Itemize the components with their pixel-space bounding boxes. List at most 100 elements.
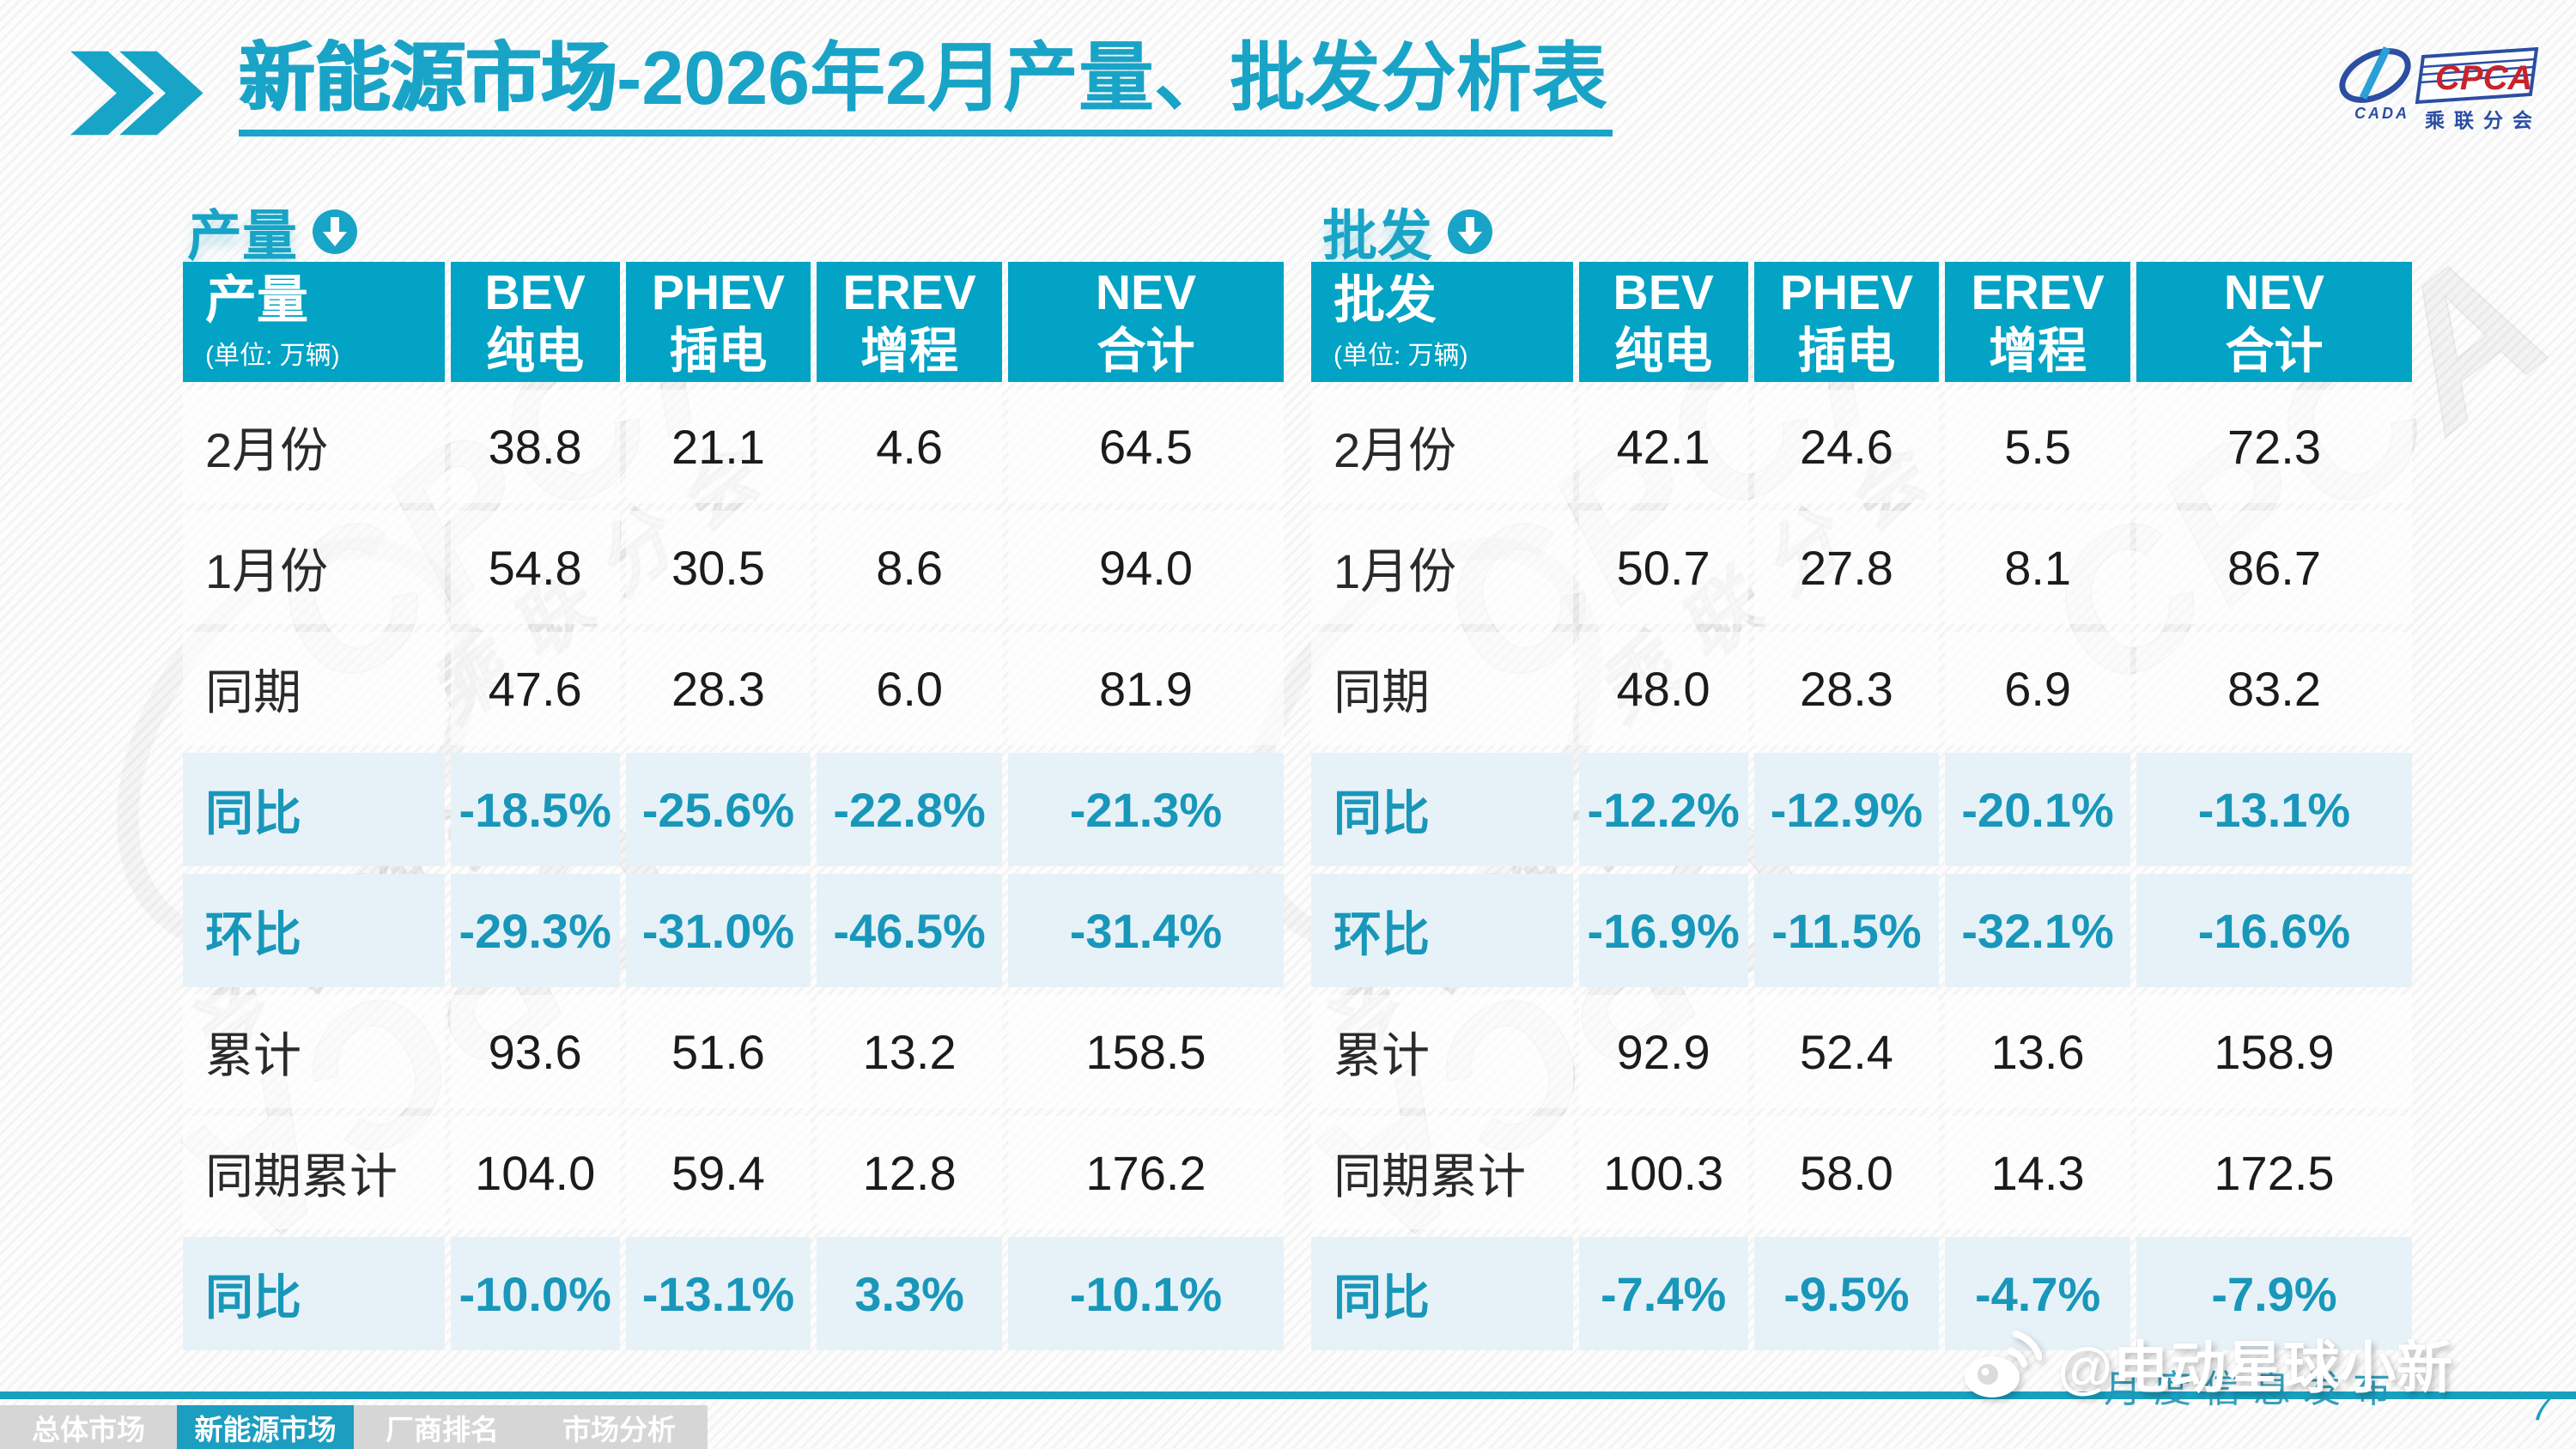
data-cell: -12.9% <box>1753 753 1940 866</box>
column-header-cell: NEV 合计 <box>2136 262 2412 382</box>
data-cell: -10.1% <box>1007 1237 1284 1350</box>
slide-title-block: 新能源市场-2026年2月产量、批发分析表 <box>70 34 1613 148</box>
data-cell: 3.3% <box>817 1237 1002 1350</box>
row-label-cell: 同期累计 <box>1311 1116 1573 1229</box>
production-section-header: 产量 <box>187 192 359 271</box>
data-cell: -29.3% <box>450 874 620 987</box>
data-cell: -46.5% <box>817 874 1002 987</box>
table-corner-cell: 批发 (单位: 万辆) <box>1311 262 1573 382</box>
weibo-watermark: @电动星球小新 <box>1959 1322 2452 1404</box>
down-arrow-icon <box>313 209 357 254</box>
row-label-cell: 累计 <box>1311 995 1573 1108</box>
data-cell: 27.8 <box>1753 511 1940 624</box>
data-cell: -4.7% <box>1945 1237 2130 1350</box>
data-cell: -13.1% <box>625 1237 811 1350</box>
table-row: 同比 -10.0% -13.1% 3.3% -10.1% <box>183 1237 1284 1350</box>
data-cell: 28.3 <box>625 632 811 745</box>
cpca-logo-text: CPCA <box>2435 59 2532 97</box>
table-row: 环比 -29.3% -31.0% -46.5% -31.4% <box>183 874 1284 987</box>
row-label-cell: 同比 <box>1311 753 1573 866</box>
tab-oem-ranking[interactable]: 厂商排名 <box>354 1405 531 1449</box>
data-cell: 81.9 <box>1007 632 1284 745</box>
column-header-cell: BEV 纯电 <box>450 262 620 382</box>
table-unit: (单位: 万辆) <box>1334 341 1468 370</box>
wholesale-section-header: 批发 <box>1322 192 1494 271</box>
data-cell: 4.6 <box>817 390 1002 503</box>
data-cell: 100.3 <box>1578 1116 1748 1229</box>
tab-market-analysis[interactable]: 市场分析 <box>531 1405 708 1449</box>
table-title: 批发 <box>1334 270 1437 329</box>
table-row: 2月份 42.1 24.6 5.5 72.3 <box>1311 390 2412 503</box>
data-cell: 59.4 <box>625 1116 811 1229</box>
data-cell: -21.3% <box>1007 753 1284 866</box>
cada-text: CADA <box>2354 105 2409 122</box>
table-header-row: 批发 (单位: 万辆) BEV 纯电 PHEV 插电 EREV 增程 NEV 合计 <box>1311 262 2412 382</box>
data-cell: 42.1 <box>1578 390 1748 503</box>
data-cell: 158.5 <box>1007 995 1284 1108</box>
cpca-logo: CADA CPCA 乘联分会 <box>2337 38 2543 134</box>
data-cell: 104.0 <box>450 1116 620 1229</box>
table-title: 产量 <box>205 270 308 329</box>
data-cell: 12.8 <box>817 1116 1002 1229</box>
column-header-cell: PHEV 插电 <box>625 262 811 382</box>
wholesale-section-label: 批发 <box>1322 205 1432 267</box>
data-cell: 172.5 <box>2136 1116 2412 1229</box>
data-cell: -25.6% <box>625 753 811 866</box>
weibo-icon <box>1965 1331 2042 1397</box>
data-cell: 6.9 <box>1945 632 2130 745</box>
page-title: 新能源市场-2026年2月产量、批发分析表 <box>239 34 1613 137</box>
row-label-cell: 环比 <box>183 874 445 987</box>
table-corner-cell: 产量 (单位: 万辆) <box>183 262 445 382</box>
footer-divider-line <box>0 1391 2576 1399</box>
row-label-cell: 同期 <box>1311 632 1573 745</box>
table-row: 同比 -18.5% -25.6% -22.8% -21.3% <box>183 753 1284 866</box>
cpca-branch-text: 乘联分会 <box>2424 109 2542 131</box>
page-number: 7 <box>2531 1387 2552 1428</box>
data-cell: 176.2 <box>1007 1116 1284 1229</box>
row-label-cell: 1月份 <box>183 511 445 624</box>
data-cell: -16.6% <box>2136 874 2412 987</box>
table-row: 1月份 50.7 27.8 8.1 86.7 <box>1311 511 2412 624</box>
data-cell: 28.3 <box>1753 632 1940 745</box>
data-cell: -13.1% <box>2136 753 2412 866</box>
row-label-cell: 同期 <box>183 632 445 745</box>
data-cell: 58.0 <box>1753 1116 1940 1229</box>
release-note-text: 月度信息发布 <box>2104 1368 2403 1410</box>
row-label-cell: 2月份 <box>1311 390 1573 503</box>
table-row: 同期累计 104.0 59.4 12.8 176.2 <box>183 1116 1284 1229</box>
data-cell: 6.0 <box>817 632 1002 745</box>
data-cell: 94.0 <box>1007 511 1284 624</box>
column-header-cell: BEV 纯电 <box>1578 262 1748 382</box>
data-cell: 72.3 <box>2136 390 2412 503</box>
data-cell: 24.6 <box>1753 390 1940 503</box>
data-cell: 54.8 <box>450 511 620 624</box>
data-cell: -32.1% <box>1945 874 2130 987</box>
data-cell: -16.9% <box>1578 874 1748 987</box>
row-label-cell: 1月份 <box>1311 511 1573 624</box>
row-label-cell: 同期累计 <box>183 1116 445 1229</box>
data-cell: -10.0% <box>450 1237 620 1350</box>
data-cell: -7.4% <box>1578 1237 1748 1350</box>
column-header-cell: EREV 增程 <box>817 262 1002 382</box>
page-title-suffix: -2026年2月产量、批发分析表 <box>617 35 1608 120</box>
double-chevron-icon <box>70 51 204 136</box>
data-cell: 64.5 <box>1007 390 1284 503</box>
data-cell: -9.5% <box>1753 1237 1940 1350</box>
data-cell: 47.6 <box>450 632 620 745</box>
data-cell: -12.2% <box>1578 753 1748 866</box>
table-row: 同期累计 100.3 58.0 14.3 172.5 <box>1311 1116 2412 1229</box>
data-cell: -22.8% <box>817 753 1002 866</box>
row-label-cell: 同比 <box>1311 1237 1573 1350</box>
page-title-prefix: 新能源市场 <box>239 35 617 120</box>
tab-overall-market[interactable]: 总体市场 <box>0 1405 177 1449</box>
data-cell: -31.0% <box>625 874 811 987</box>
data-cell: 86.7 <box>2136 511 2412 624</box>
tab-nev-market[interactable]: 新能源市场 <box>177 1405 354 1449</box>
data-cell: 13.6 <box>1945 995 2130 1108</box>
data-cell: 21.1 <box>625 390 811 503</box>
table-header-row: 产量 (单位: 万辆) BEV 纯电 PHEV 插电 EREV 增程 NEV 合计 <box>183 262 1284 382</box>
data-cell: 50.7 <box>1578 511 1748 624</box>
bottom-nav-tabs: 总体市场 新能源市场 厂商排名 市场分析 <box>0 1405 708 1449</box>
table-row: 累计 92.9 52.4 13.6 158.9 <box>1311 995 2412 1108</box>
down-arrow-icon <box>1448 209 1492 254</box>
